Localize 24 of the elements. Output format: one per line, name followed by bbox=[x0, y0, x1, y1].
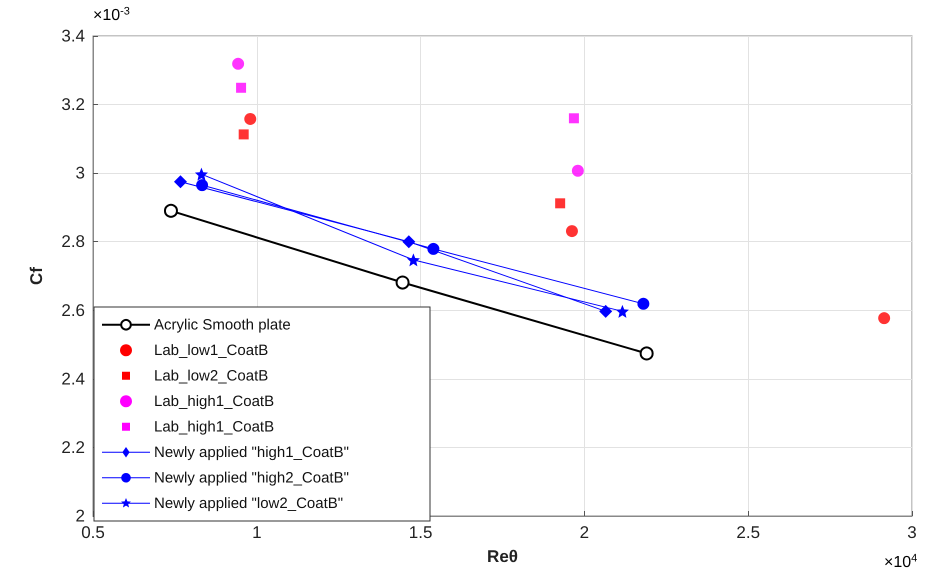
legend-label: Lab_low1_CoatB bbox=[154, 342, 268, 359]
y-tick-label: 2.8 bbox=[61, 232, 85, 252]
x-tick-label: 1 bbox=[252, 523, 262, 542]
y-tick-label: 2 bbox=[76, 506, 85, 526]
x-tick-label: 2 bbox=[580, 523, 590, 542]
x-axis-title: Reθ bbox=[487, 547, 518, 566]
legend-label: Newly applied "high2_CoatB" bbox=[154, 469, 349, 486]
x-tick-label: 1.5 bbox=[408, 523, 432, 542]
y-tick-label: 2.6 bbox=[61, 300, 85, 320]
x-tick-label: 0.5 bbox=[81, 523, 105, 542]
y-tick-label: 3.2 bbox=[61, 95, 85, 114]
legend-label: Newly applied "high1_CoatB" bbox=[154, 444, 349, 461]
y-tick-label: 2.4 bbox=[61, 369, 85, 388]
legend-label: Lab_high1_CoatB bbox=[154, 418, 274, 436]
legend-label: Lab_high1_CoatB bbox=[154, 392, 274, 410]
legend-label: Lab_low2_CoatB bbox=[154, 367, 268, 384]
y-axis-title: Cf bbox=[27, 266, 46, 285]
y-tick-label: 3.4 bbox=[61, 26, 85, 46]
y-tick-label: 3 bbox=[76, 164, 85, 183]
legend-label: Acrylic Smooth plate bbox=[154, 316, 291, 334]
y-tick-label: 2.2 bbox=[61, 438, 85, 457]
x-tick-label: 3 bbox=[907, 523, 917, 542]
legend-label: Newly applied "low2_CoatB" bbox=[154, 494, 344, 512]
x-tick-label: 2.5 bbox=[736, 523, 760, 542]
